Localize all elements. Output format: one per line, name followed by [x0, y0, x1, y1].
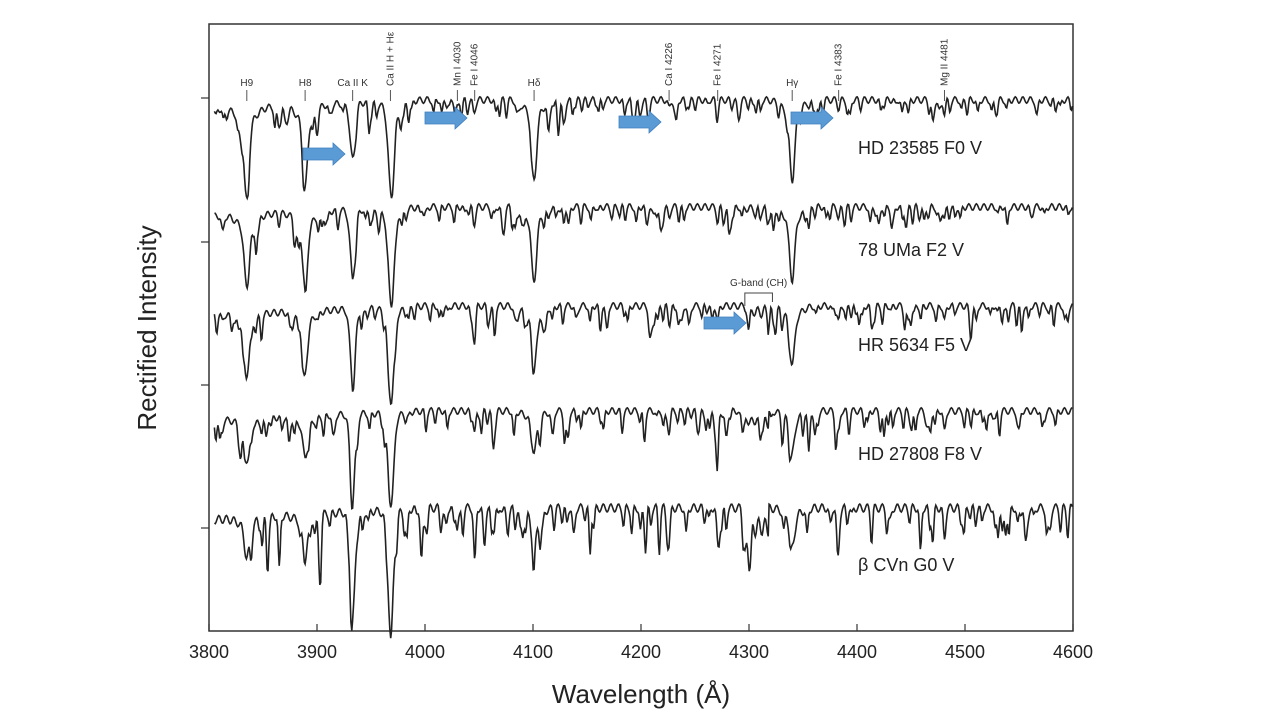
gband-bracket [744, 292, 773, 306]
x-tick-label-4300: 4300 [729, 642, 769, 662]
spectrum-line-4 [214, 502, 1074, 639]
y-axis-title: Rectified Intensity [132, 225, 162, 430]
x-tick-label-4400: 4400 [837, 642, 877, 662]
series-label-0: HD 23585 F0 V [858, 138, 982, 158]
series-layer [213, 95, 1074, 639]
pointer-arrow-icon-0 [302, 142, 346, 166]
series-label-layer: HD 23585 F0 V 78 UMa F2 V HR 5634 F5 V HD 2… [858, 138, 982, 575]
line-label-ca-ii-k: Ca II K [337, 78, 368, 89]
line-label-fe-i-4383: Fe I 4383 [834, 43, 845, 86]
series-label-1: 78 UMa F2 V [858, 240, 964, 260]
spectrum-line-1 [214, 202, 1074, 308]
spectrum-line-0 [213, 95, 1074, 201]
y-tick-layer [201, 97, 209, 529]
pointer-arrow-icon-3 [790, 106, 834, 130]
gband-label: G-band (CH) [730, 278, 787, 289]
x-tick-label-4100: 4100 [513, 642, 553, 662]
x-tick-label-3900: 3900 [297, 642, 337, 662]
x-tick-layer: 3800 3900 4000 4100 4200 4300 4400 4500 4600 [189, 624, 1093, 662]
x-axis-title: Wavelength (Å) [552, 679, 730, 709]
x-tick-label-3800: 3800 [189, 642, 229, 662]
pointer-arrow-icon-4 [703, 311, 747, 335]
x-tick-label-4500: 4500 [945, 642, 985, 662]
series-label-2: HR 5634 F5 V [858, 335, 972, 355]
series-label-4: β CVn G0 V [858, 555, 954, 575]
line-label-h9: H9 [240, 78, 253, 89]
spectrum-line-3 [213, 406, 1073, 510]
line-label-h: Hδ [528, 78, 541, 89]
series-label-3: HD 27808 F8 V [858, 444, 982, 464]
x-tick-label-4200: 4200 [621, 642, 661, 662]
line-label-h: Hγ [786, 78, 798, 89]
line-label-mg-ii-4481: Mg II 4481 [939, 38, 950, 86]
line-label-mn-i-4030: Mn I 4030 [452, 41, 463, 86]
x-tick-label-4000: 4000 [405, 642, 445, 662]
line-label-fe-i-4046: Fe I 4046 [470, 43, 481, 86]
line-label-ca-ii-h-h: Ca II H + Hε [385, 31, 396, 86]
line-label-ca-i-4226: Ca I 4226 [664, 42, 675, 86]
line-marker-layer: H9 H8 Ca II K Ca II H + Hε Mn I 4030 Fe I 404… [240, 31, 950, 101]
x-tick-label-4600: 4600 [1053, 642, 1093, 662]
arrow-layer [302, 106, 834, 335]
annotation-layer: G-band (CH) [730, 278, 787, 306]
line-label-h8: H8 [299, 78, 312, 89]
line-label-fe-i-4271: Fe I 4271 [713, 43, 724, 86]
pointer-arrow-icon-2 [618, 110, 662, 134]
pointer-arrow-icon-1 [424, 106, 468, 130]
spectrum-line-2 [213, 301, 1074, 406]
